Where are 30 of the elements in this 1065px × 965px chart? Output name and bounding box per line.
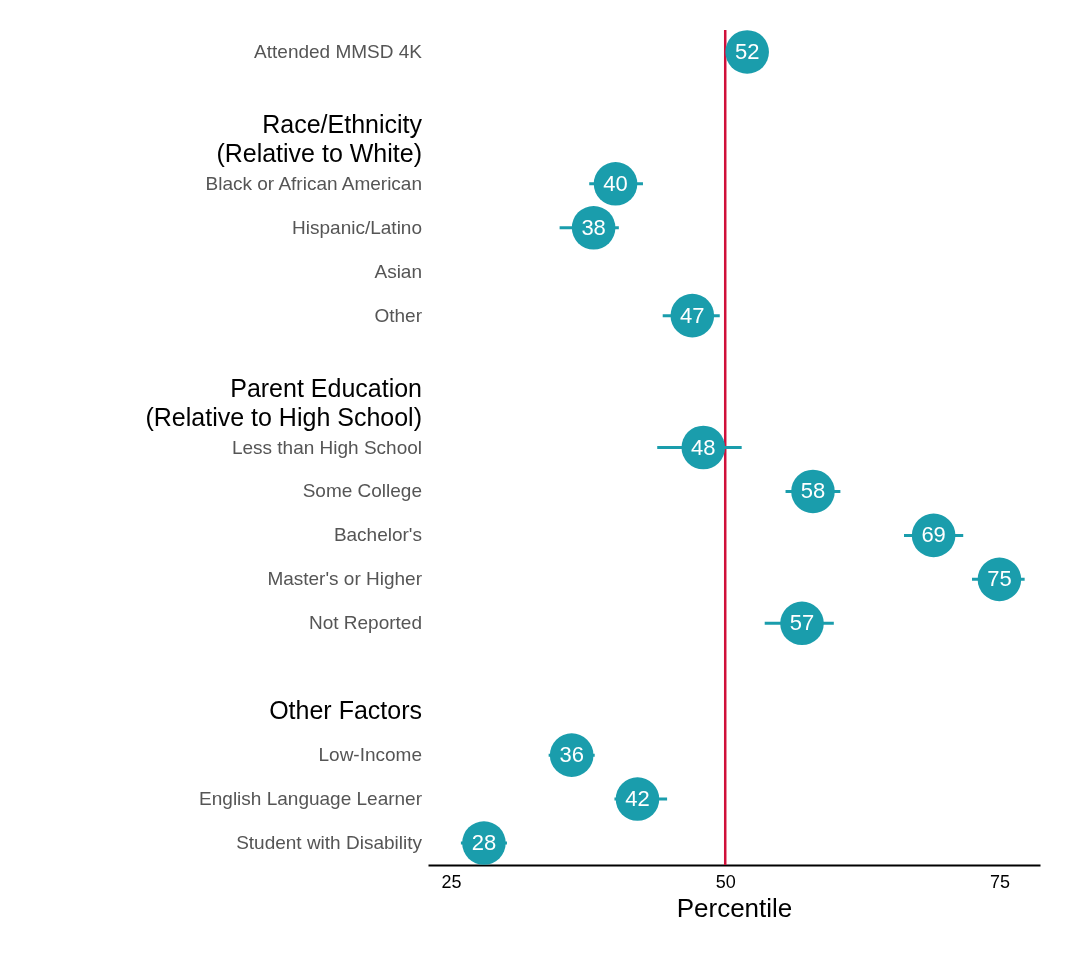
x-axis-title: Percentile — [676, 892, 793, 923]
data-label: 75 — [987, 566, 1012, 592]
data-label: 40 — [603, 170, 628, 196]
data-label: 52 — [734, 38, 760, 64]
y-tick-label: Race/Ethnicity (Relative to White) — [216, 110, 423, 168]
y-tick-label: Low-Income — [318, 744, 422, 766]
data-label: 48 — [691, 434, 716, 460]
y-tick-label: Attended MMSD 4K — [254, 40, 423, 62]
y-tick-label: Less than High School — [231, 436, 422, 458]
y-tick-label: Master's or Higher — [267, 568, 423, 590]
data-label: 57 — [789, 610, 815, 636]
x-tick-label: 25 — [441, 871, 462, 892]
data-label: 69 — [921, 522, 946, 548]
y-tick-label: Other Factors — [269, 696, 422, 725]
y-tick-label: Bachelor's — [333, 524, 422, 546]
data-label: 42 — [625, 786, 650, 812]
data-label: 47 — [680, 302, 705, 328]
data-label: 38 — [581, 214, 606, 240]
y-tick-label: Hispanic/Latino — [292, 216, 422, 238]
y-tick-label: English Language Learner — [199, 788, 423, 810]
y-tick-label: Asian — [374, 260, 422, 282]
y-tick-label: Student with Disability — [236, 832, 423, 854]
data-label: 58 — [800, 478, 826, 504]
y-tick-label: Not Reported — [308, 612, 422, 634]
y-tick-label: Other — [374, 304, 423, 326]
x-tick-label: 75 — [989, 871, 1010, 892]
x-tick-label: 50 — [715, 871, 736, 892]
y-tick-label: Parent Education (Relative to High School) — [145, 374, 422, 432]
y-tick-label: Black or African American — [205, 172, 422, 194]
y-tick-label: Some College — [302, 480, 422, 502]
